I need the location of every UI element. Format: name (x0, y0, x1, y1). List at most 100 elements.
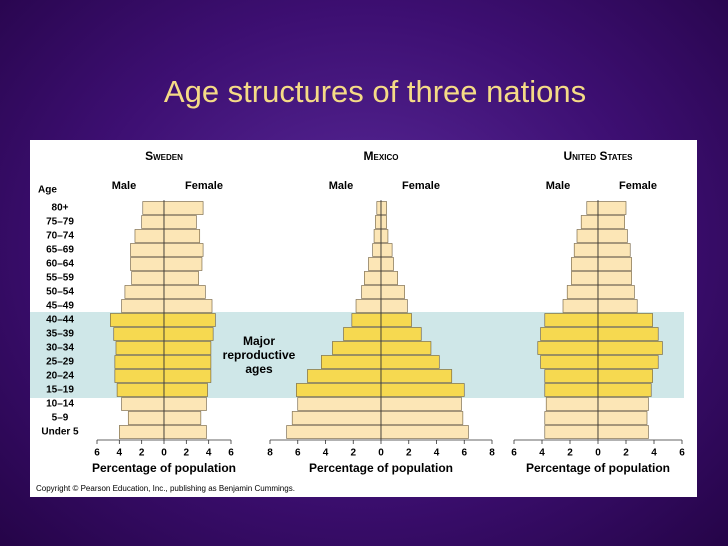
age-label: 25–29 (46, 357, 74, 368)
copyright: Copyright © Pearson Education, Inc., pub… (36, 484, 295, 493)
bar (566, 285, 599, 299)
bar (597, 271, 632, 285)
bar (343, 327, 382, 341)
x-tick-label: 4 (651, 448, 657, 459)
bar (597, 229, 628, 243)
legend-label: Female (619, 180, 657, 192)
bar (127, 411, 165, 425)
age-label: 20–24 (46, 371, 74, 382)
bar (380, 425, 469, 439)
x-tick-label: 6 (511, 448, 517, 459)
age-label: 10–14 (46, 399, 74, 410)
slide-title: Age structures of three nations (163, 74, 587, 109)
bar (321, 355, 382, 369)
bar (544, 313, 599, 327)
bar (571, 257, 599, 271)
bar (131, 271, 165, 285)
bar (291, 411, 382, 425)
bar (597, 341, 663, 355)
bar (332, 341, 382, 355)
bar (163, 425, 207, 439)
bar (545, 397, 599, 411)
annotation: Major reproductive ages (222, 334, 296, 376)
bar (597, 369, 653, 383)
age-label: 50–54 (46, 287, 74, 298)
bar (544, 411, 599, 425)
x-tick-label: 2 (139, 448, 145, 459)
bar (130, 257, 165, 271)
bar (163, 215, 197, 229)
x-tick-label: 4 (434, 448, 440, 459)
age-label: 5–9 (52, 413, 69, 424)
bar (597, 327, 659, 341)
bar (130, 243, 165, 257)
bar (571, 271, 599, 285)
bar (380, 271, 398, 285)
bar (576, 229, 599, 243)
bar (376, 201, 382, 215)
x-tick-label: 0 (595, 448, 601, 459)
x-tick-label: 2 (350, 448, 356, 459)
bar (372, 243, 382, 257)
bar (562, 299, 599, 313)
bar (163, 313, 216, 327)
x-tick-label: 2 (567, 448, 573, 459)
bar (355, 299, 382, 313)
x-tick-label: 6 (295, 448, 301, 459)
bar (573, 243, 599, 257)
bar (115, 341, 165, 355)
bar (375, 215, 382, 229)
bar (134, 229, 165, 243)
bar (380, 257, 394, 271)
age-label: 70–74 (46, 231, 74, 242)
x-tick-label: 0 (161, 448, 167, 459)
bar (163, 285, 206, 299)
legend-label: Female (185, 180, 223, 192)
bar (380, 327, 422, 341)
x-axis-title: Percentage of population (92, 461, 236, 475)
bar (361, 285, 382, 299)
x-tick-label: 4 (539, 448, 545, 459)
x-tick-label: 2 (184, 448, 190, 459)
bar (113, 327, 165, 341)
bar (540, 355, 599, 369)
bar (286, 425, 382, 439)
legend-label: Female (402, 180, 440, 192)
bar (597, 285, 635, 299)
age-label: 75–79 (46, 217, 74, 228)
bar (380, 397, 462, 411)
x-axis-title: Percentage of population (526, 461, 670, 475)
x-tick-label: 6 (94, 448, 100, 459)
bar (119, 425, 165, 439)
bar (163, 243, 204, 257)
bar (163, 397, 207, 411)
x-tick-label: 6 (228, 448, 234, 459)
x-tick-label: 8 (267, 448, 273, 459)
bar (380, 229, 389, 243)
x-tick-label: 0 (378, 448, 384, 459)
bar (380, 243, 393, 257)
bar (296, 383, 382, 397)
bar (114, 369, 165, 383)
bar (121, 397, 165, 411)
legend-label: Male (546, 180, 570, 192)
bar (351, 313, 382, 327)
bar (116, 383, 165, 397)
x-tick-label: 4 (323, 448, 329, 459)
bar (597, 243, 631, 257)
bar (380, 313, 412, 327)
bar (163, 355, 212, 369)
bar (142, 201, 165, 215)
x-tick-label: 2 (623, 448, 629, 459)
age-label: 35–39 (46, 329, 74, 340)
age-label: 15–19 (46, 385, 74, 396)
bar (110, 313, 165, 327)
bar (163, 341, 212, 355)
bar (597, 313, 653, 327)
bar (597, 383, 652, 397)
bar (380, 215, 387, 229)
bar (163, 299, 213, 313)
x-tick-label: 8 (489, 448, 495, 459)
bar (586, 201, 599, 215)
x-tick-label: 6 (679, 448, 685, 459)
